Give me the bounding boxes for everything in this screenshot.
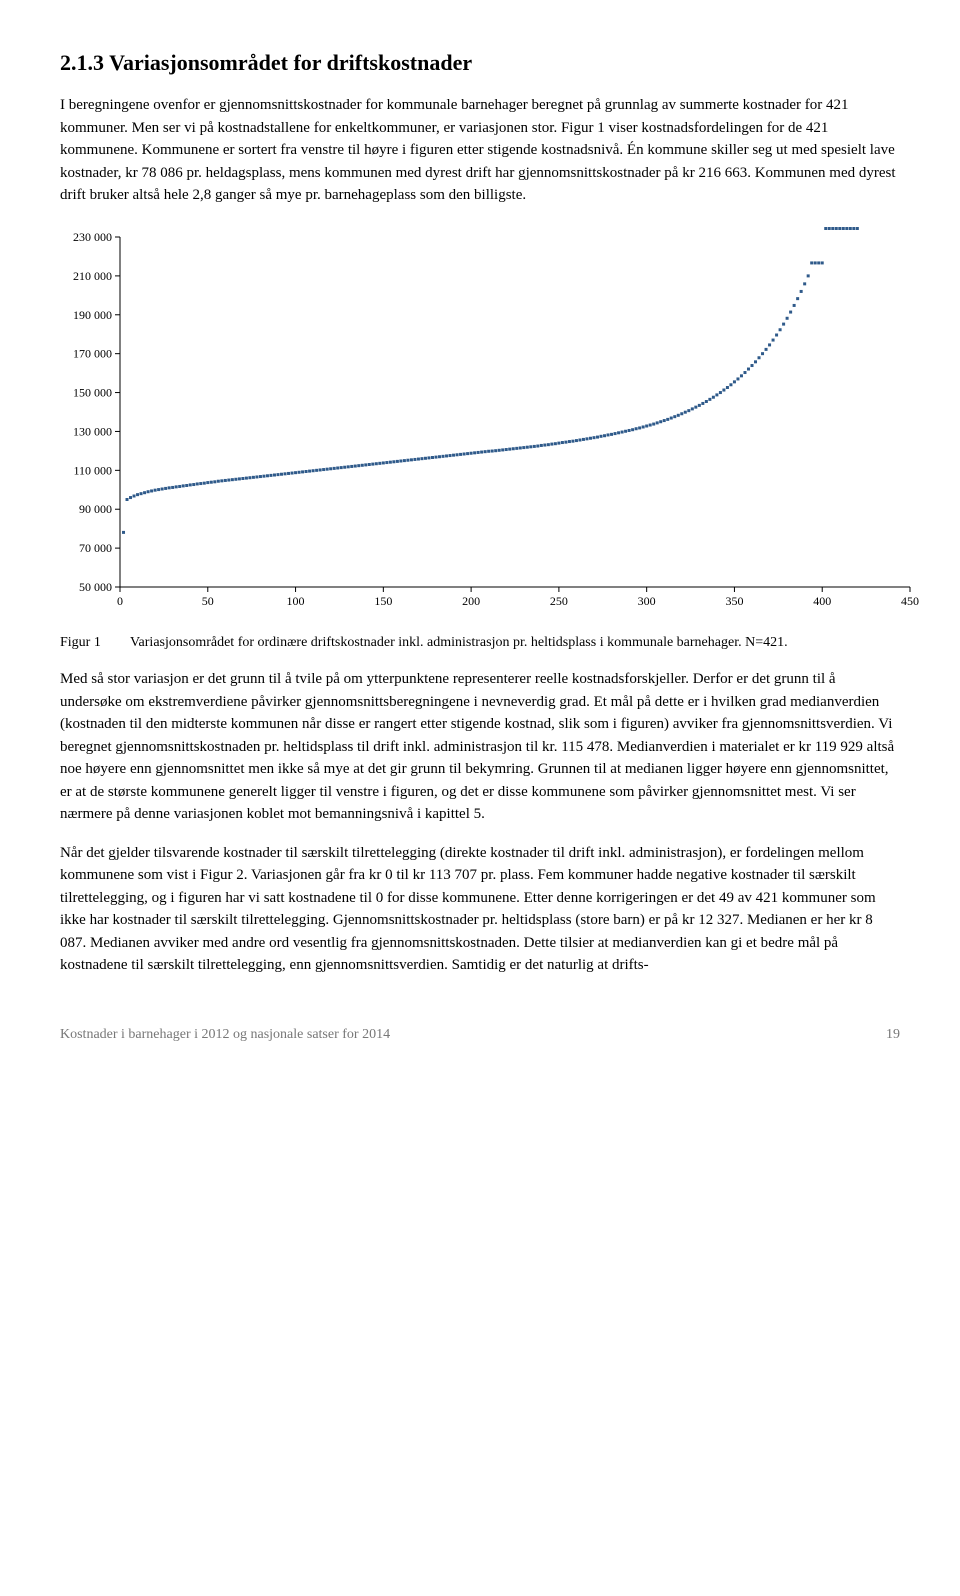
figure-caption-text: Variasjonsområdet for ordinære driftskos… xyxy=(130,633,788,653)
svg-text:50: 50 xyxy=(202,594,214,608)
svg-text:110 000: 110 000 xyxy=(73,463,112,477)
svg-text:250: 250 xyxy=(550,594,568,608)
svg-text:150: 150 xyxy=(374,594,392,608)
svg-text:350: 350 xyxy=(725,594,743,608)
svg-text:230 000: 230 000 xyxy=(73,230,112,244)
paragraph-1: I beregningene ovenfor er gjennomsnittsk… xyxy=(60,94,900,207)
page-footer: Kostnader i barnehager i 2012 og nasjona… xyxy=(60,1027,900,1043)
svg-text:50 000: 50 000 xyxy=(79,580,112,594)
figure-label: Figur 1 xyxy=(60,633,130,653)
paragraph-3: Når det gjelder tilsvarende kostnader ti… xyxy=(60,842,900,977)
svg-text:210 000: 210 000 xyxy=(73,268,112,282)
svg-text:200: 200 xyxy=(462,594,480,608)
scatter-chart: 50 000 70 000 90 000 110 000 130 000 150 000 1… xyxy=(60,227,920,617)
footer-title: Kostnader i barnehager i 2012 og nasjona… xyxy=(60,1027,390,1043)
svg-text:100: 100 xyxy=(287,594,305,608)
svg-text:90 000: 90 000 xyxy=(79,502,112,516)
svg-text:0: 0 xyxy=(117,594,123,608)
chart-figure-1: 50 000 70 000 90 000 110 000 130 000 150 000 1… xyxy=(60,227,900,617)
svg-text:70 000: 70 000 xyxy=(79,541,112,555)
svg-text:170 000: 170 000 xyxy=(73,346,112,360)
svg-text:450: 450 xyxy=(901,594,919,608)
svg-text:300: 300 xyxy=(638,594,656,608)
svg-text:130 000: 130 000 xyxy=(73,424,112,438)
paragraph-2: Med så stor variasjon er det grunn til å… xyxy=(60,668,900,826)
svg-text:190 000: 190 000 xyxy=(73,307,112,321)
svg-text:150 000: 150 000 xyxy=(73,385,112,399)
section-heading: 2.1.3 Variasjonsområdet for driftskostna… xyxy=(60,50,900,76)
figure-caption: Figur 1 Variasjonsområdet for ordinære d… xyxy=(60,633,900,653)
svg-text:400: 400 xyxy=(813,594,831,608)
page-number: 19 xyxy=(886,1027,900,1043)
